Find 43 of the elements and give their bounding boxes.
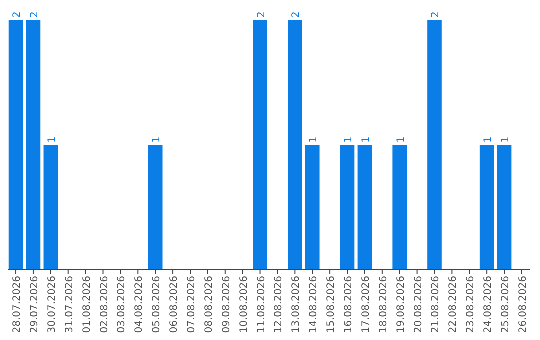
x-tick-label: 14.08.2026 <box>308 276 320 334</box>
data-label: 1 <box>308 136 320 143</box>
data-label: 2 <box>29 12 40 18</box>
x-tick-label: 06.08.2026 <box>169 276 180 334</box>
x-tick-label: 24.08.2026 <box>483 276 494 334</box>
x-tick-label: 04.08.2026 <box>134 276 146 334</box>
x-tick-label: 28.07.2026 <box>12 276 24 334</box>
data-label: 1 <box>500 136 512 143</box>
x-tick-label: 10.08.2026 <box>238 276 250 334</box>
x-tick-label: 19.08.2026 <box>396 276 407 334</box>
x-tick-label: 11.08.2026 <box>256 276 268 334</box>
x-tick-label: 02.08.2026 <box>99 276 110 334</box>
data-label: 2 <box>291 12 302 18</box>
data-label: 1 <box>152 136 163 143</box>
x-tick-label: 29.07.2026 <box>29 276 40 334</box>
x-tick-label: 23.08.2026 <box>466 276 477 334</box>
x-tick-label: 12.08.2026 <box>274 276 285 334</box>
x-tick-label: 05.08.2026 <box>152 276 163 334</box>
x-tick-label: 25.08.2026 <box>500 276 512 334</box>
x-tick-label: 31.07.2026 <box>64 276 76 334</box>
x-tick-label: 16.08.2026 <box>344 276 355 334</box>
data-label: 1 <box>344 136 355 143</box>
x-tick-label: 30.07.2026 <box>46 276 58 334</box>
x-tick-label: 20.08.2026 <box>413 276 424 334</box>
x-tick-label: 22.08.2026 <box>448 276 460 334</box>
x-tick-label: 08.08.2026 <box>204 276 215 334</box>
x-tick-label: 18.08.2026 <box>378 276 390 334</box>
data-label: 2 <box>430 12 442 18</box>
data-label: 2 <box>256 12 268 18</box>
data-label: 1 <box>46 136 58 143</box>
x-tick-label: 26.08.2026 <box>518 276 529 334</box>
data-label: 1 <box>360 136 372 143</box>
data-label: 1 <box>483 136 494 143</box>
data-label: 1 <box>396 136 407 143</box>
data-label: 2 <box>12 12 24 18</box>
x-tick-label: 13.08.2026 <box>291 276 302 334</box>
x-tick-label: 03.08.2026 <box>116 276 128 334</box>
x-tick-label: 01.08.2026 <box>82 276 93 334</box>
x-tick-label: 21.08.2026 <box>430 276 442 334</box>
x-tick-label: 15.08.2026 <box>326 276 338 334</box>
x-tick-label: 17.08.2026 <box>360 276 372 334</box>
x-tick-label: 09.08.2026 <box>221 276 232 334</box>
x-tick-label: 07.08.2026 <box>186 276 198 334</box>
